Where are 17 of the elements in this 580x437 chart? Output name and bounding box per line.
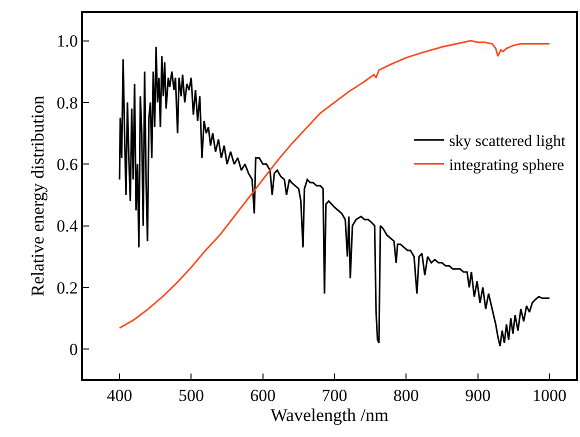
y-tick-label: 0.6	[56, 155, 78, 174]
x-tick-label: 500	[178, 386, 204, 406]
x-tick-label: 700	[322, 386, 348, 406]
y-tick-label: 0	[69, 340, 78, 360]
legend-label: sky scattered light	[449, 133, 566, 150]
y-axis-title: Relative energy distribution	[27, 96, 48, 296]
y-tick-label: 1.0	[56, 32, 78, 51]
y-tick-label: 0.4	[56, 216, 78, 236]
y-tick-label: 0.8	[56, 93, 78, 112]
x-tick-label: 900	[465, 386, 491, 406]
legend-label: integrating sphere	[449, 157, 564, 174]
x-axis-title: Wavelength /nm	[270, 405, 389, 426]
x-tick-label: 1000	[532, 386, 566, 406]
y-tick-label: 0.2	[56, 278, 78, 298]
x-tick-label: 800	[393, 386, 419, 406]
x-tick-label: 600	[250, 386, 276, 406]
x-tick-label: 400	[106, 386, 132, 406]
